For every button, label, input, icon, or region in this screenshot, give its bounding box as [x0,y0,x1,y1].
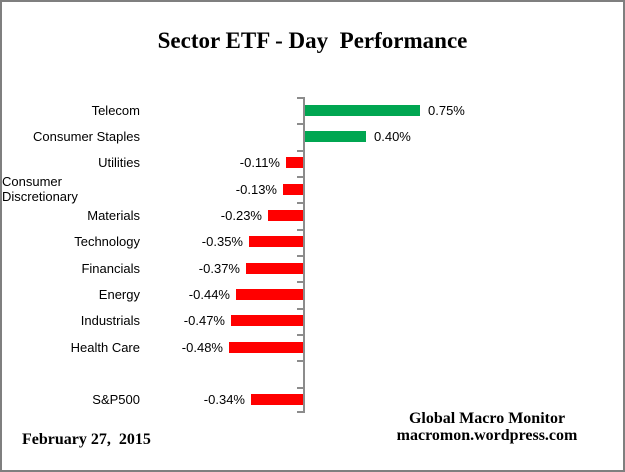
value-label: -0.48% [181,339,223,355]
chart-row: Energy -0.44% [2,281,623,307]
bar [286,157,303,169]
bar [251,394,303,406]
axis-tick [297,176,303,178]
chart-row [2,360,623,386]
value-label: -0.37% [198,260,240,276]
axis-tick [297,281,303,283]
category-label: Financials [81,260,140,276]
axis-tick [297,202,303,204]
bar [305,130,366,142]
axis-tick [297,123,303,125]
bar [249,236,303,248]
attribution-block: Global Macro Monitor macromon.wordpress.… [362,410,612,444]
axis-tick [297,360,303,362]
value-label: -0.44% [188,286,230,302]
chart-row: Technology -0.35% [2,229,623,255]
footer-date: February 27, 2015 [22,431,151,448]
bar [268,209,303,221]
category-label: Materials [87,207,140,223]
category-label: S&P500 [92,392,140,408]
bar [283,183,303,195]
category-label: Consumer Discretionary [2,174,78,205]
category-label: Technology [74,234,140,250]
bar [231,315,303,327]
category-label: Utilities [98,155,140,171]
value-label: -0.35% [201,234,243,250]
value-label: 0.75% [428,102,465,118]
chart-title: Sector ETF - Day Performance [157,28,468,53]
category-label: Consumer Staples [33,128,140,144]
chart-row: Health Care -0.48% [2,334,623,360]
chart-row: Utilities -0.11% [2,150,623,176]
category-label: Telecom [91,102,140,118]
bar [236,288,303,300]
value-label: 0.40% [374,128,411,144]
chart-row: Consumer Discretionary -0.13% [2,174,623,205]
attribution-source-url: macromon.wordpress.com [396,427,578,444]
value-label: -0.11% [239,155,280,171]
axis-tick [297,308,303,310]
chart-row: S&P500 -0.34% [2,387,623,413]
chart-row: Telecom 0.75% [2,97,623,123]
axis-tick [297,411,303,413]
axis-tick [297,229,303,231]
category-label: Energy [98,286,140,302]
value-label: -0.13% [235,181,277,197]
plot-area: Telecom 0.75% Consumer Staples 0.40% Utiliti… [2,97,623,413]
axis-tick [297,150,303,152]
category-label: Health Care [70,339,140,355]
value-label: -0.34% [203,392,245,408]
category-label: Industrials [80,313,140,329]
value-label: -0.23% [220,207,262,223]
chart-row: Financials -0.37% [2,255,623,281]
value-label: -0.47% [183,313,225,329]
value-axis-line [303,97,305,413]
bar [246,262,303,274]
bar [305,104,420,116]
axis-tick [297,334,303,336]
axis-tick [297,387,303,389]
chart-row: Consumer Staples 0.40% [2,123,623,149]
attribution-source-name: Global Macro Monitor [408,410,566,427]
chart-row: Materials -0.23% [2,202,623,228]
bar [229,341,303,353]
axis-tick [297,97,303,99]
axis-tick [297,255,303,257]
chart-row: Industrials -0.47% [2,308,623,334]
